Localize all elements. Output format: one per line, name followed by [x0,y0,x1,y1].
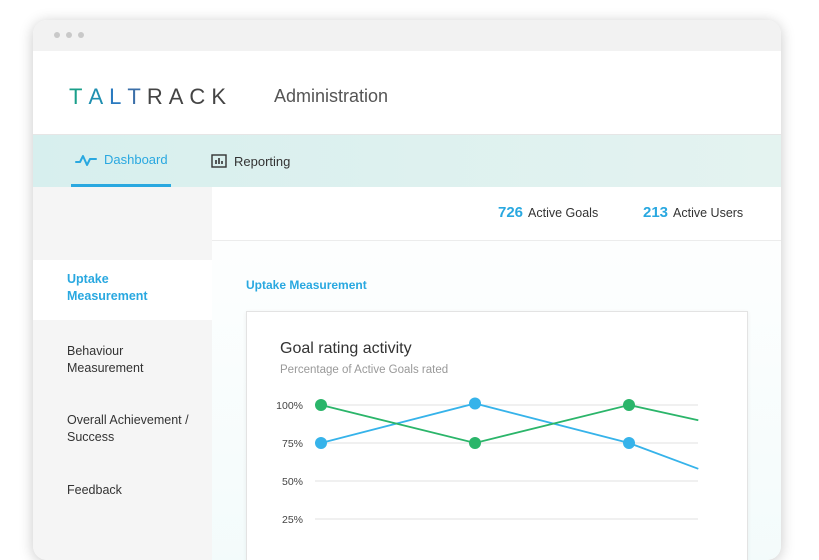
tab-reporting[interactable]: Reporting [211,135,290,187]
sidebar-item-feedback[interactable]: Feedback [33,482,212,499]
active-goals-count: 726 [498,204,524,221]
section-name: Administration [274,86,389,106]
stats-bar: 726 Active Goals 213 Active Users [212,187,781,241]
bar-chart-icon [211,154,227,168]
sidebar-item-label: Uptake Measurement [67,272,148,303]
sidebar-item-label: Behaviour Measurement [67,344,144,375]
y-tick-label: 25% [282,514,303,526]
series-1-point [469,397,481,410]
logo-letter: R [146,84,169,109]
sidebar-item-overall-achievement[interactable]: Overall Achievement / Success [33,412,212,446]
window-dot-2[interactable] [66,32,72,38]
series-2-point [315,399,327,411]
sidebar-item-behaviour-measurement[interactable]: Behaviour Measurement [33,343,212,377]
chart-title: Goal rating activity [280,340,412,357]
series-1-point [315,437,327,449]
logo-letter: K [211,84,232,109]
main-nav: Dashboard Reporting [33,135,781,187]
y-tick-label: 100% [276,400,303,412]
goal-rating-line-chart: 100% 75% 50% 25% [276,397,699,526]
goal-rating-card: Goal rating activity Percentage of Activ… [246,311,748,560]
main-content: 726 Active Goals 213 Active Users Uptake M… [212,187,781,560]
window-dot-3[interactable] [78,32,84,38]
series-2-point [469,437,481,449]
active-goals-label: Active Goals [528,206,599,220]
series-line-2 [320,404,699,444]
window-titlebar [33,20,781,51]
series-line-1 [320,402,699,470]
sidebar-item-label: Overall Achievement / Success [67,413,189,444]
pulse-icon [75,154,97,166]
active-users-count: 213 [643,204,669,221]
series-1-point [623,437,635,449]
logo-letter: T [69,84,89,109]
sidebar: Uptake Measurement Behaviour Measurement… [33,187,212,560]
series-2-point [623,399,635,411]
chart-subtitle: Percentage of Active Goals rated [280,364,449,376]
logo-letter: C [189,84,212,109]
logo-letter: A [88,84,110,109]
y-tick-label: 75% [282,438,303,450]
section-title: Uptake Measurement [246,278,367,292]
sidebar-item-uptake-measurement[interactable]: Uptake Measurement [33,260,212,320]
tab-reporting-label: Reporting [234,153,291,169]
logo-letter: L [109,84,128,109]
sidebar-item-label: Feedback [67,483,122,497]
active-goals-stat: 726 Active Goals [498,204,598,221]
tab-dashboard-label: Dashboard [104,152,168,167]
tab-dashboard[interactable]: Dashboard [71,135,171,187]
logo-letter: A [168,84,190,109]
logo-letter: T [127,84,147,109]
y-tick-label: 50% [282,476,303,488]
window-dot-1[interactable] [54,32,60,38]
active-users-stat: 213 Active Users [643,204,743,221]
active-users-label: Active Users [673,206,744,220]
